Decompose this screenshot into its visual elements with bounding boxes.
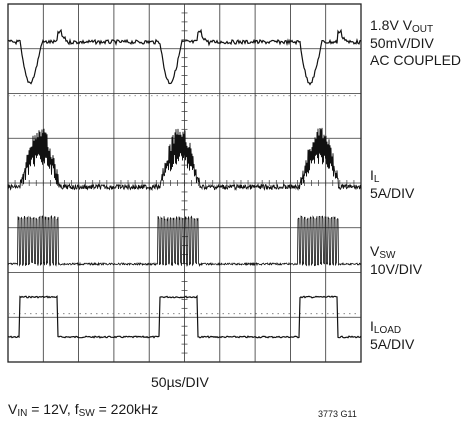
- grid: [7, 3, 362, 363]
- time-base-label: 50µs/DIV: [151, 374, 209, 390]
- vout-scale: 50mV/DIV: [370, 35, 434, 51]
- trace-iload: [7, 294, 362, 339]
- vout-label: 1.8V VOUT: [370, 17, 434, 35]
- il-scale: 5A/DIV: [370, 185, 415, 201]
- il-label: IL: [370, 167, 380, 185]
- conditions-text: VIN = 12V, fSW = 220kHz: [8, 401, 159, 419]
- iload-label: ILOAD: [370, 318, 402, 336]
- trace-vout: [7, 28, 362, 86]
- iload-scale: 5A/DIV: [370, 336, 415, 352]
- trace-vsw: [7, 214, 362, 267]
- vsw-label: VSW: [370, 243, 396, 261]
- oscilloscope-plot: [7, 3, 362, 363]
- trace-il: [7, 127, 362, 192]
- traces: [7, 28, 362, 339]
- vsw-scale: 10V/DIV: [370, 261, 423, 277]
- figure-id: 3773 G11: [318, 409, 357, 419]
- vout-coupling: AC COUPLED: [370, 52, 462, 68]
